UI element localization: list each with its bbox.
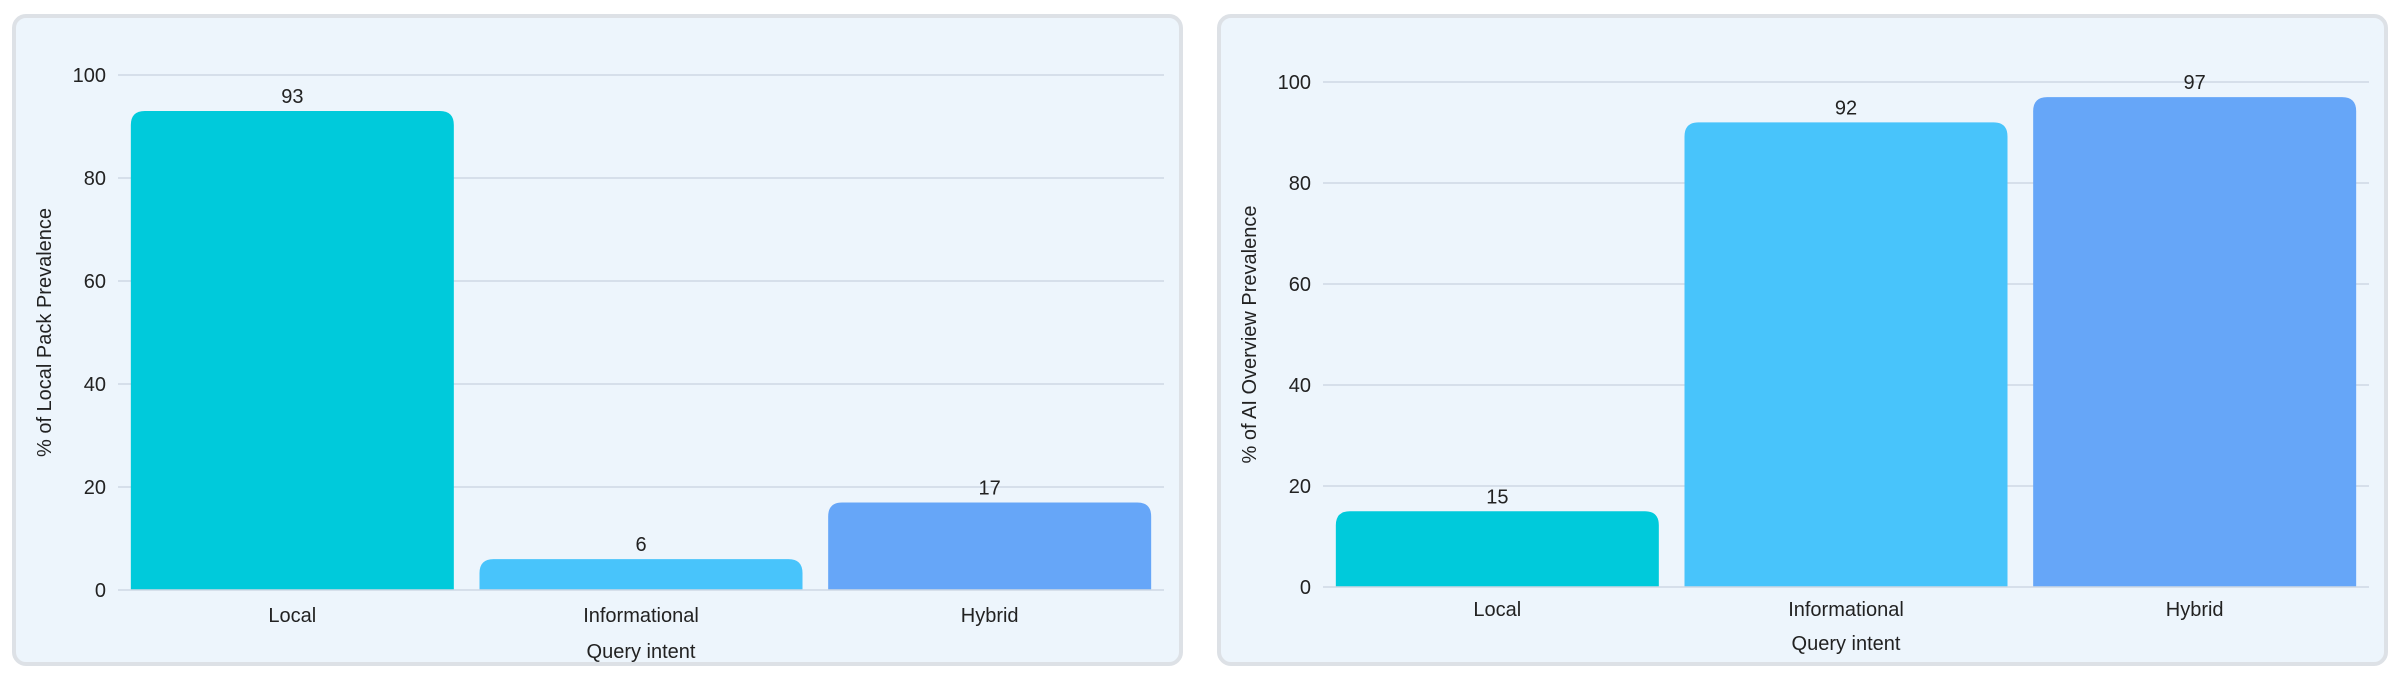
x-category-label: Local <box>1473 599 1521 621</box>
y-tick-label: 100 <box>1278 72 1311 94</box>
y-tick-label: 40 <box>84 374 106 396</box>
x-category-label: Hybrid <box>961 605 1019 627</box>
bar-hybrid <box>828 502 1152 590</box>
x-category-label: Informational <box>583 605 699 627</box>
bar-chart-ai-overview: 0 20 40 60 80 100 15 Local 92 Informational 97 Hybr… <box>1239 72 2369 655</box>
data-label-hybrid: 97 <box>2184 72 2206 94</box>
y-axis-title: % of AI Overview Prevalence <box>1239 206 1261 464</box>
y-tick-label: 60 <box>84 271 106 293</box>
y-tick-label: 60 <box>1289 274 1311 296</box>
x-axis-title: Query intent <box>1792 633 1901 655</box>
bar-informational <box>1684 122 2008 588</box>
data-label-local: 15 <box>1486 486 1508 508</box>
y-tick-label: 80 <box>84 168 106 190</box>
x-category-label: Local <box>268 605 316 627</box>
bar-local <box>130 111 454 591</box>
y-tick-label: 20 <box>84 477 106 499</box>
bar-informational <box>479 559 803 590</box>
bar-hybrid <box>2033 97 2357 588</box>
data-label-informational: 6 <box>635 534 646 556</box>
chart-panel-ai-overview: 0 20 40 60 80 100 15 Local 92 Informational 97 Hybr… <box>1217 14 2388 666</box>
bar-local <box>1335 511 1659 587</box>
x-category-label: Informational <box>1788 599 1904 621</box>
y-tick-label: 80 <box>1289 173 1311 195</box>
x-category-label: Hybrid <box>2166 599 2224 621</box>
chart-panel-local-pack: 0 20 40 60 80 100 93 Local 6 Informational 17 Hybri… <box>12 14 1183 666</box>
y-tick-label: 20 <box>1289 476 1311 498</box>
data-label-hybrid: 17 <box>979 477 1001 499</box>
y-tick-label: 100 <box>73 65 106 87</box>
y-axis-title: % of Local Pack Prevalence <box>34 208 56 457</box>
bar-chart-local-pack: 0 20 40 60 80 100 93 Local 6 Informational 17 Hybri… <box>34 65 1164 662</box>
y-tick-label: 0 <box>1300 577 1311 599</box>
y-tick-label: 0 <box>95 580 106 602</box>
y-tick-label: 40 <box>1289 375 1311 397</box>
data-label-local: 93 <box>281 86 303 108</box>
data-label-informational: 92 <box>1835 97 1857 119</box>
x-axis-title: Query intent <box>587 641 696 662</box>
